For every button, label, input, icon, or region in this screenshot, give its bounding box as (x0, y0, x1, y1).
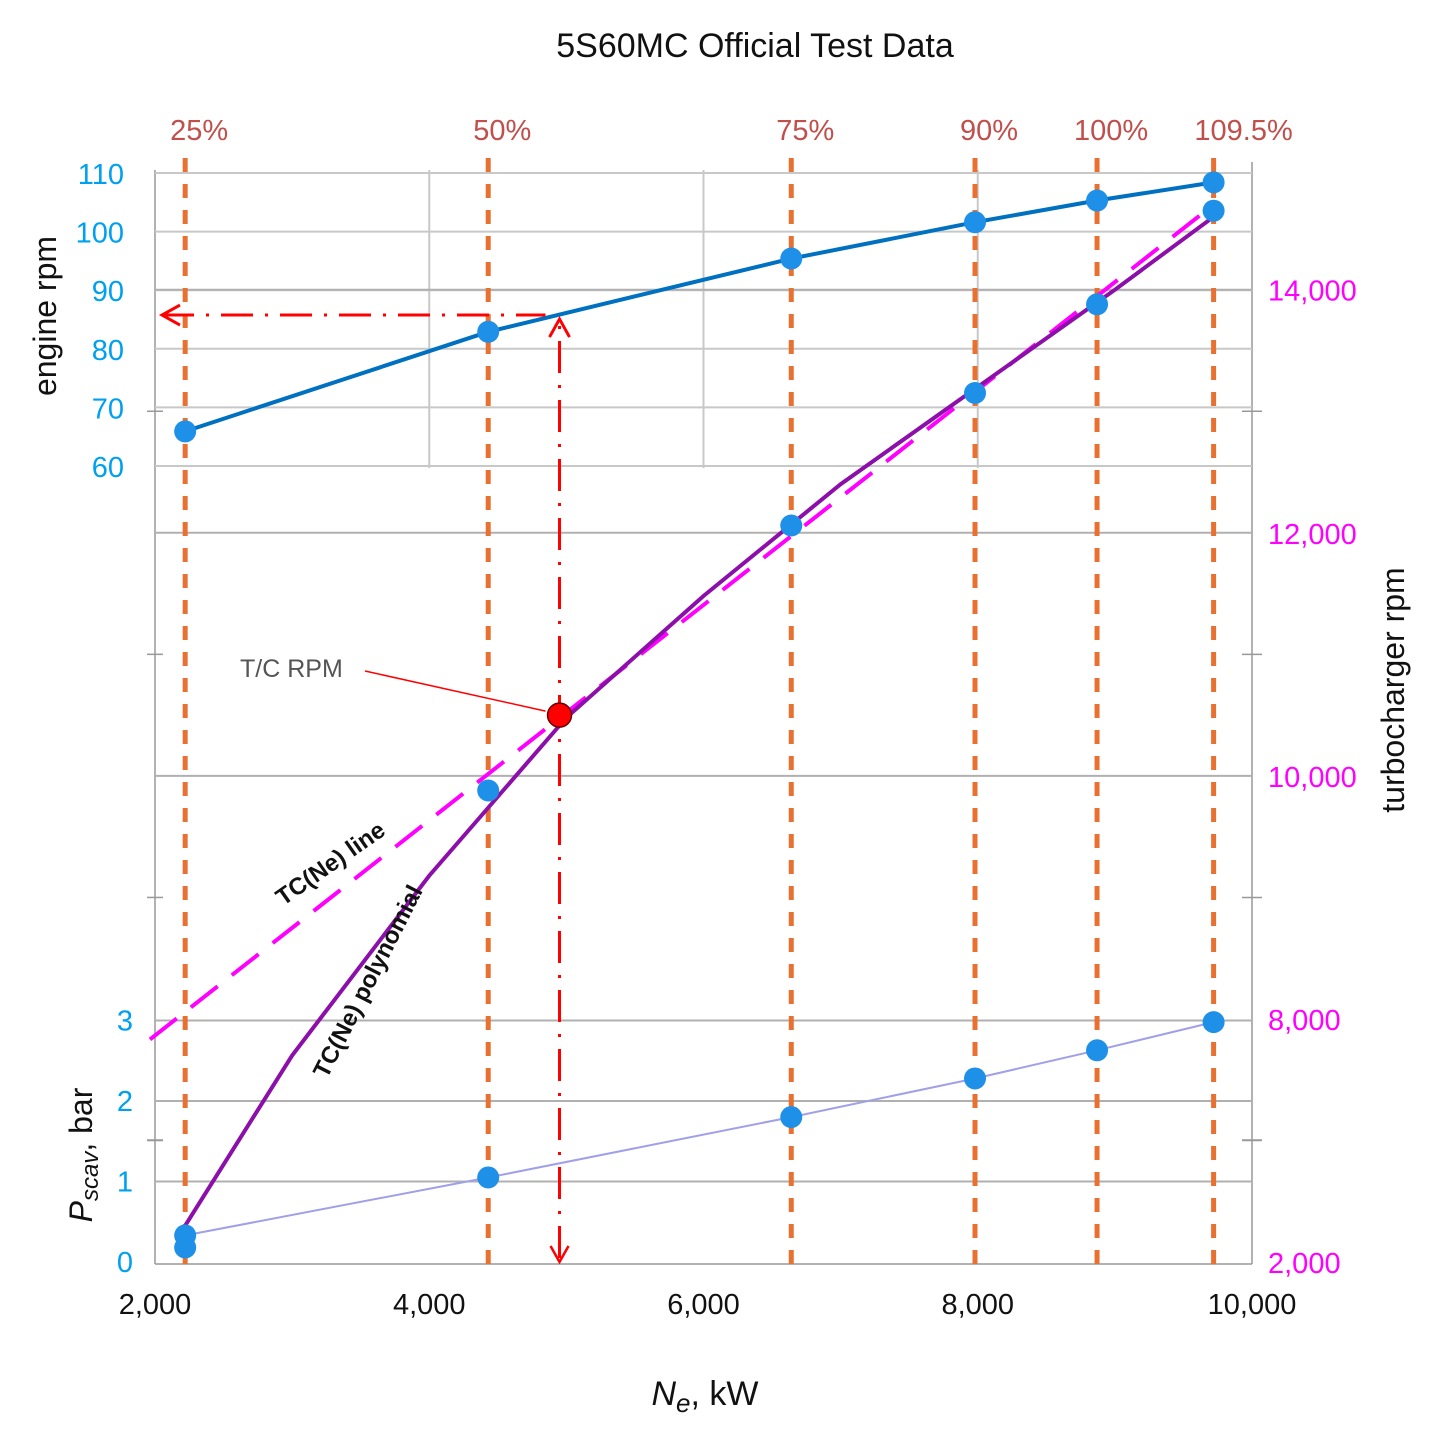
pscav-line (185, 1021, 1214, 1237)
engine-rpm-tick-label: 100 (76, 218, 124, 250)
pscav-point (780, 1106, 803, 1129)
load-percent-label: 25% (170, 115, 228, 147)
engine-rpm-tick-label: 70 (92, 393, 124, 425)
load-percent-label: 90% (960, 115, 1018, 147)
x-tick-label: 8,000 (941, 1289, 1014, 1321)
load-percent-label: 50% (473, 115, 531, 147)
tc-rpm-point (477, 779, 500, 802)
load-percent-label: 75% (776, 115, 834, 147)
engine-rpm-point (780, 247, 803, 270)
operating-point-label: T/C RPM (240, 655, 343, 683)
tc-polynomial-curve (183, 215, 1215, 1227)
tc-rpm-tick-label: 12,000 (1268, 519, 1357, 551)
x-tick-label: 4,000 (393, 1289, 466, 1321)
tc-rpm-point (780, 514, 803, 537)
tc-rpm-tick-label: 8,000 (1268, 1005, 1341, 1037)
load-percent-label: 100% (1074, 115, 1148, 147)
engine-rpm-axis-label: engine rpm (27, 236, 63, 396)
labels: 60 70 80 90 100 110 0 1 2 3 2,000 8,000 10,000 12,000… (76, 115, 1357, 1321)
tc-line (148, 203, 1215, 1042)
tc-rpm-point (1202, 199, 1225, 222)
x-tick-label: 6,000 (667, 1289, 740, 1321)
arrow-up-icon (548, 315, 571, 338)
tc-rpm-tick-label: 14,000 (1268, 276, 1357, 308)
arrow-left-icon (158, 303, 181, 327)
engine-rpm-point (477, 320, 500, 343)
pscav-tick-label: 2 (117, 1086, 133, 1118)
engine-rpm-curve (184, 180, 1214, 434)
pscav-point (1086, 1039, 1109, 1062)
tc-polynomial-label: TC(Ne) polynomial (308, 881, 428, 1082)
tc-rpm-tick-label: 2,000 (1268, 1248, 1341, 1280)
tc-rpm-point (964, 382, 987, 405)
pscav-tick-label: 3 (117, 1006, 133, 1038)
operating-point-marker (546, 702, 573, 728)
pscav-point (477, 1166, 500, 1189)
tc-rpm-point (1086, 293, 1109, 316)
x-tick-label: 2,000 (119, 1289, 192, 1321)
turbocharger-rpm-axis-label: turbocharger rpm (1375, 567, 1411, 812)
callout-leader (364, 670, 546, 712)
series (148, 171, 1225, 1265)
engine-rpm-tick-label: 60 (92, 452, 124, 484)
engine-rpm-point (964, 211, 987, 234)
chart-title: 5S60MC Official Test Data (556, 27, 954, 65)
load-lines (182, 158, 1217, 1264)
engine-rpm-point (1086, 189, 1109, 212)
x-axis-label: Ne, kW (651, 1375, 758, 1418)
x-tick-label: 10,000 (1208, 1289, 1297, 1321)
pscav-point (174, 1236, 197, 1259)
engine-rpm-tick-label: 90 (92, 276, 124, 308)
pscav-axis-label: Pscav, bar (63, 1087, 104, 1222)
pscav-point (1202, 1011, 1225, 1034)
engine-rpm-point (1202, 171, 1225, 194)
engine-rpm-point (174, 420, 197, 443)
engine-rpm-tick-label: 110 (78, 159, 124, 191)
pscav-point (964, 1067, 987, 1090)
engine-rpm-tick-label: 80 (92, 335, 124, 367)
pscav-tick-label: 1 (117, 1167, 133, 1199)
pscav-tick-label: 0 (117, 1247, 133, 1279)
tc-rpm-tick-label: 10,000 (1268, 762, 1357, 794)
load-percent-label: 109.5% (1194, 115, 1292, 147)
arrow-down-icon (549, 1245, 570, 1265)
